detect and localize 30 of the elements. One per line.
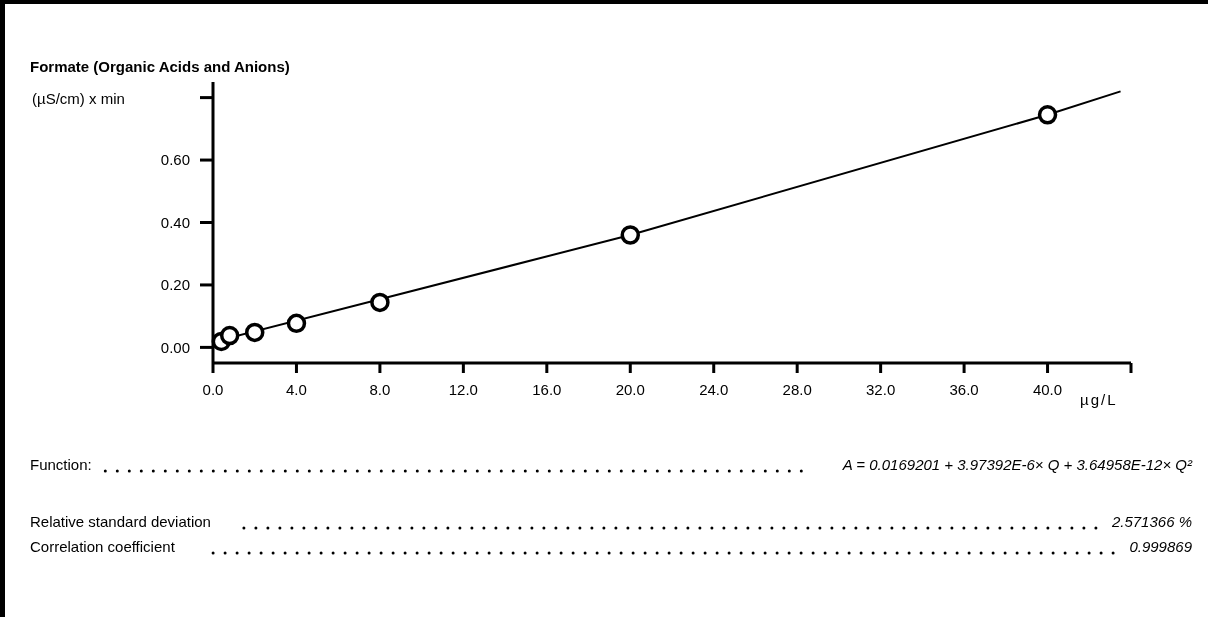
x-axis-title: µg/L xyxy=(1080,391,1118,408)
x-tick-label: 16.0 xyxy=(532,381,562,398)
text: Correlation coefficient xyxy=(30,538,176,555)
x-tick-label: 28.0 xyxy=(782,381,812,398)
x-tick-label: 40.0 xyxy=(1032,381,1063,398)
x-tick-label: 8.0 xyxy=(369,381,391,398)
point xyxy=(1037,105,1058,125)
text: Function: xyxy=(30,456,92,473)
point xyxy=(286,313,307,334)
y-tick-label: 0.40 xyxy=(160,213,190,231)
point xyxy=(219,325,240,346)
point xyxy=(620,225,641,245)
x-tick-label: 12.0 xyxy=(448,381,478,398)
text: Relative standard deviation xyxy=(30,513,211,530)
x-tick-label: 0.0 xyxy=(202,381,224,398)
x-tick-label: 4.0 xyxy=(286,381,307,398)
x-tick-label: 36.0 xyxy=(949,381,979,398)
x-tick-label: 20.0 xyxy=(615,381,645,398)
x-tick-label: 32.0 xyxy=(866,381,896,398)
text: A = 0.0169201 + 3.97392E-6× Q + 3.64958E-12× Q² xyxy=(841,456,1193,473)
point xyxy=(244,322,265,343)
y-tick-label: 0.20 xyxy=(160,276,190,294)
y-tick-label: 0.60 xyxy=(160,151,190,169)
point xyxy=(370,292,390,313)
text: 0.999869 xyxy=(1129,538,1193,555)
text: 2.571366 % xyxy=(1110,513,1192,530)
y-axis-title: (µS/cm) x min xyxy=(32,90,125,107)
x-tick-label: 24.0 xyxy=(699,381,729,398)
chart-title: Formate (Organic Acids and Anions) xyxy=(30,58,290,75)
y-tick-label: 0.00 xyxy=(160,338,190,356)
